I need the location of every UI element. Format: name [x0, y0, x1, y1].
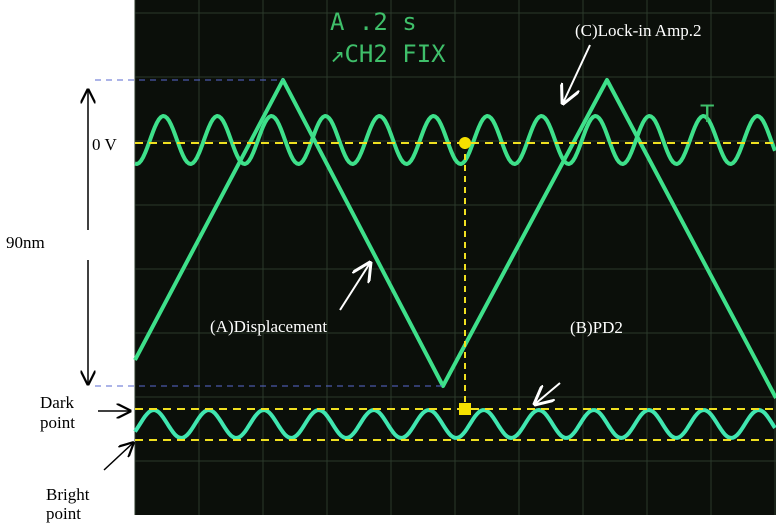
marker-dot: [459, 403, 471, 415]
zero-v-label: 0 V: [92, 135, 117, 154]
timebase-readout: A .2 s: [330, 8, 417, 36]
range-label: 90nm: [6, 233, 45, 252]
channel-readout: ↗CH2 FIX: [330, 40, 446, 68]
dark-label: Dark: [40, 393, 74, 412]
displacement-label: (A)Displacement: [210, 317, 327, 336]
pd2-label: (B)PD2: [570, 318, 623, 337]
marker-dot: [459, 137, 471, 149]
bright-label: Bright: [46, 485, 90, 504]
bright-arrow: [104, 443, 133, 470]
oscilloscope-figure: A .2 s ↗CH2 FIX T (C)Lock-in Amp.2 0 V 9…: [0, 0, 776, 523]
trigger-marker: T: [700, 100, 714, 128]
bright-label: point: [46, 504, 81, 523]
lockin-label: (C)Lock-in Amp.2: [575, 21, 702, 40]
dark-label: point: [40, 413, 75, 432]
